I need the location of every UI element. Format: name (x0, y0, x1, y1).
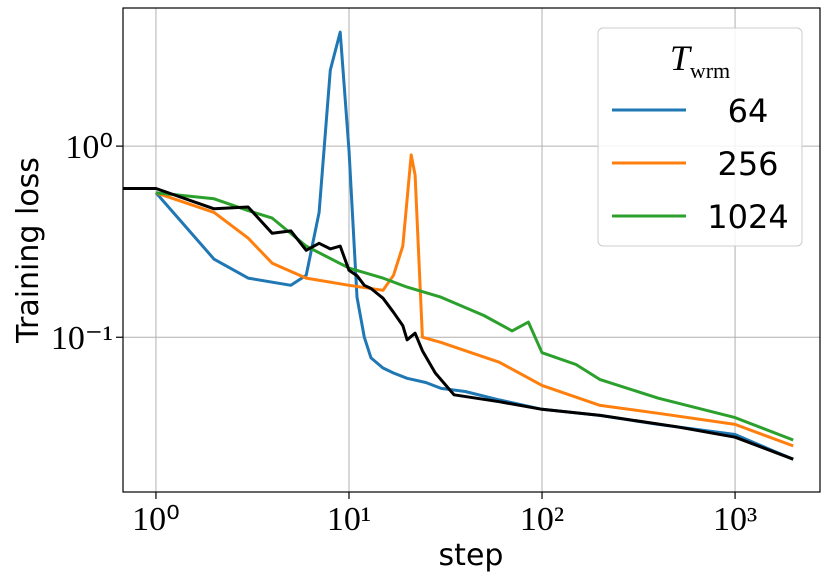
y-axis-label: Training loss (11, 157, 46, 344)
series-line (155, 153, 794, 448)
legend-box (597, 27, 803, 247)
legend-title-main: T (670, 38, 693, 78)
plot-frame (122, 7, 821, 493)
x-tick-label: 10¹ (327, 501, 371, 538)
legend-title-sub: wrm (690, 58, 730, 83)
x-tick-label: 10³ (713, 501, 757, 538)
x-tick-label: 10² (520, 501, 564, 538)
x-tick-label: 10⁰ (132, 501, 180, 538)
x-axis-label: step (439, 538, 504, 573)
y-tick-label: 10⁻¹ (51, 320, 113, 357)
legend: Twrm 64 256 1024 (597, 27, 803, 247)
legend-label: 1024 (707, 198, 788, 236)
legend-label: 64 (728, 92, 769, 130)
legend-title: Twrm (670, 38, 730, 83)
series-line (155, 191, 794, 442)
series-line (123, 187, 794, 461)
y-tick-label: 10⁰ (65, 129, 113, 166)
legend-label: 256 (717, 145, 778, 183)
